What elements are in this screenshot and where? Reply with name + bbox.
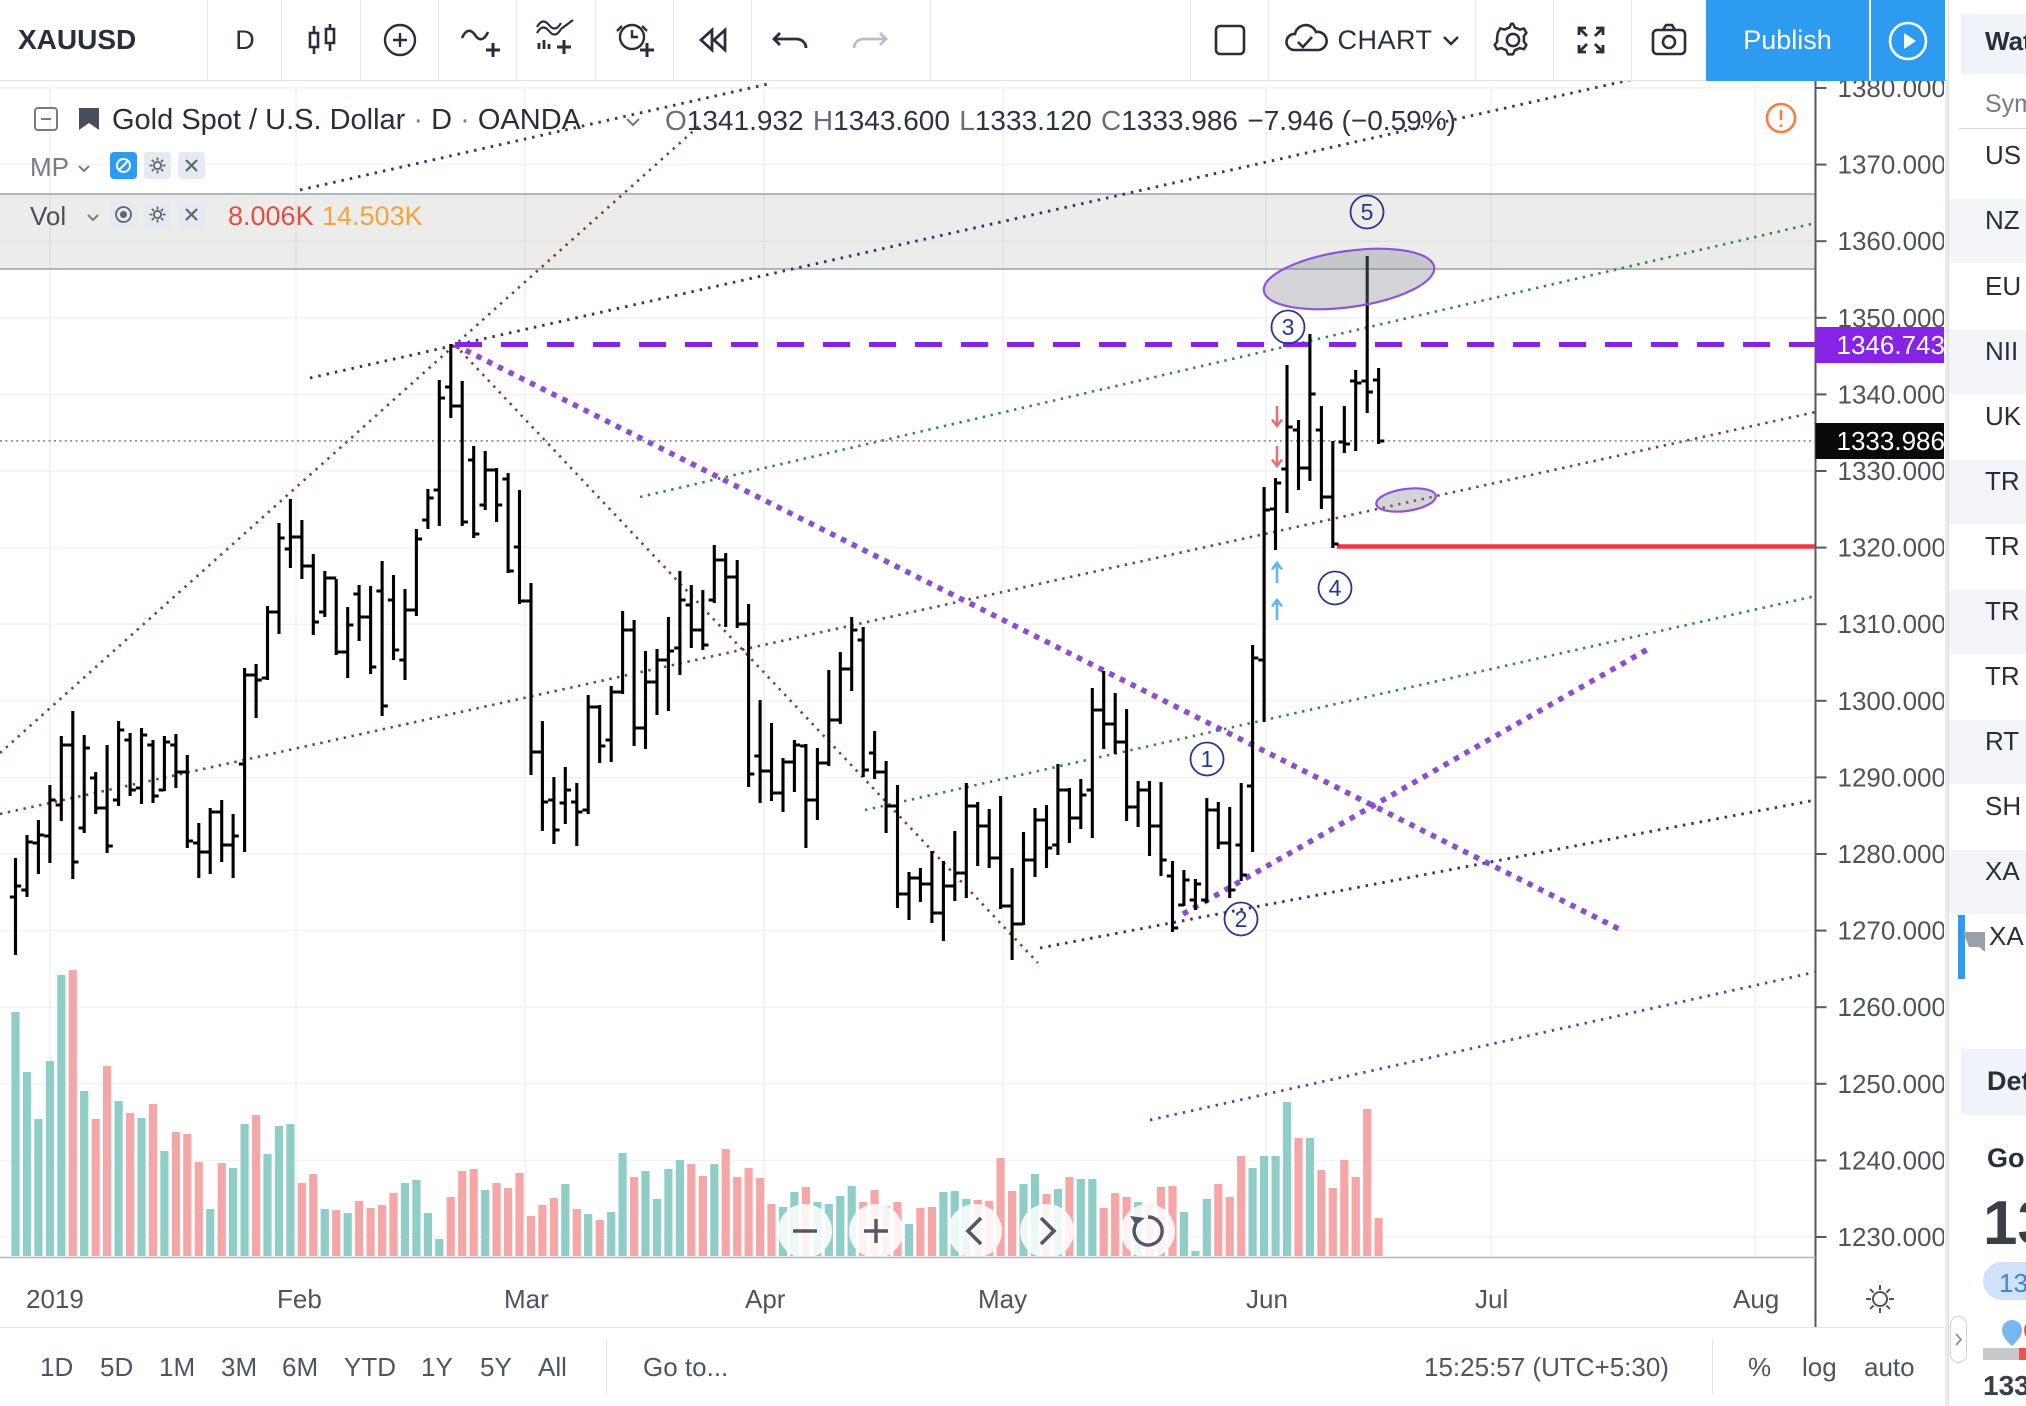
svg-text:1370.000: 1370.000 <box>1838 150 1945 180</box>
svg-text:1290.000: 1290.000 <box>1838 762 1945 792</box>
svg-text:1333.986: 1333.986 <box>1837 426 1945 456</box>
svg-text:3: 3 <box>1282 314 1295 340</box>
svg-text:1280.000: 1280.000 <box>1838 839 1945 869</box>
svg-text:4: 4 <box>1329 575 1342 601</box>
svg-text:1: 1 <box>1201 746 1214 772</box>
svg-text:1310.000: 1310.000 <box>1838 609 1945 639</box>
svg-text:5: 5 <box>1361 199 1374 225</box>
svg-text:1360.000: 1360.000 <box>1838 226 1945 256</box>
svg-text:1260.000: 1260.000 <box>1838 992 1945 1022</box>
svg-text:1340.000: 1340.000 <box>1838 379 1945 409</box>
svg-text:1346.743: 1346.743 <box>1837 330 1945 360</box>
svg-text:1270.000: 1270.000 <box>1838 916 1945 946</box>
svg-text:1300.000: 1300.000 <box>1838 686 1945 716</box>
svg-text:1330.000: 1330.000 <box>1838 456 1945 486</box>
svg-text:1250.000: 1250.000 <box>1838 1069 1945 1099</box>
svg-text:2: 2 <box>1235 906 1248 932</box>
svg-text:1320.000: 1320.000 <box>1838 533 1945 563</box>
svg-text:1230.000: 1230.000 <box>1838 1222 1945 1252</box>
svg-text:1240.000: 1240.000 <box>1838 1145 1945 1175</box>
